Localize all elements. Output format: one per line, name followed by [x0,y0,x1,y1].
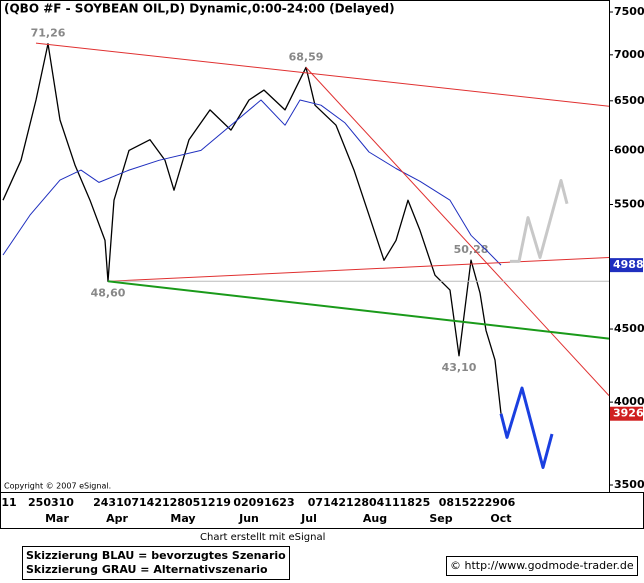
copyright: Copyright © 2007 eSignal. [4,482,111,491]
y-tick-label: 6000 [614,143,644,156]
x-tick-label: 243107142128051219 [93,496,231,509]
made-with: Chart erstellt mit eSignal [200,532,326,543]
y-tick-label: 4500 [614,322,644,335]
x-tick-label: 11 [1,496,16,509]
value-label: 50,28 [454,243,489,256]
month-label: Apr [106,512,128,525]
y-tick-label: 3500 [614,478,644,491]
y-tick-label: 5500 [614,197,644,210]
y-tick-label: 7000 [614,48,644,61]
value-label: 43,10 [442,361,477,374]
plot-frame [0,0,610,493]
note: Skizzierung BLAU = bevorzugtes Szenario [26,549,286,562]
x-tick-label: 0815222906 [439,496,516,509]
series-line [35,42,610,107]
last-price-label: 4988 [613,258,644,271]
y-tick-label: 4000 [614,395,644,408]
series-line [499,386,554,469]
month-label: May [170,512,195,525]
value-label: 68,59 [289,50,324,63]
month-label: Mar [45,512,69,525]
month-label: Jul [300,512,317,525]
y-tick-label: 6500 [614,94,644,107]
notes-box: Skizzierung BLAU = bevorzugtes Szenario … [22,546,290,580]
series-line [510,179,569,263]
month-label: Sep [429,512,452,525]
value-label: 71,26 [31,27,66,40]
month-label: Jun [238,512,259,525]
chart-title: (QBO #F - SOYBEAN OIL,D) Dynamic,0:00-24… [4,2,395,16]
month-label: Oct [490,512,511,525]
last-price-box [610,406,643,421]
series-line [107,280,610,340]
last-price-box [610,258,643,273]
month-label: Aug [363,512,387,525]
x-tick-label: 0714212804111825 [308,496,430,509]
last-price-label: 3926 [613,407,644,420]
note: Skizzierung GRAU = Alternativszenario [26,563,268,576]
x-tick-label: 02091623 [233,496,294,509]
source: © http://www.godmode-trader.de [446,556,638,576]
value-label: 48,60 [91,286,126,299]
x-tick-label: 250310 [28,496,74,509]
chart: (QBO #F - SOYBEAN OIL,D) Dynamic,0:00-24… [0,0,644,529]
series-line [2,43,502,414]
y-tick-label: 7500 [614,5,644,18]
series-line [305,67,610,396]
series-line [2,99,502,266]
series-line [107,257,610,282]
